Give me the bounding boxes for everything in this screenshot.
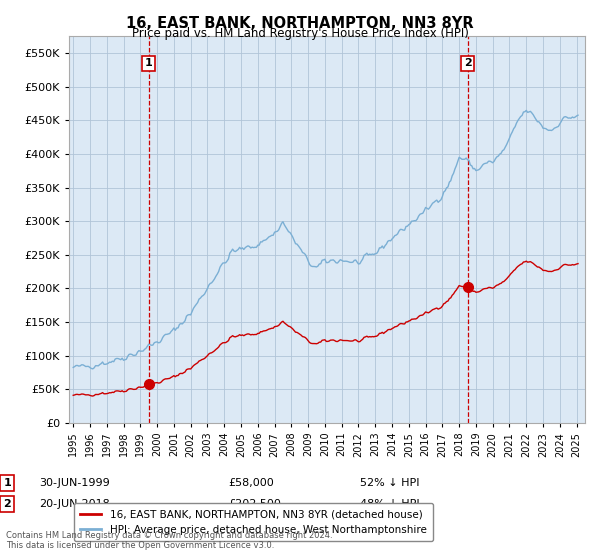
Text: 52% ↓ HPI: 52% ↓ HPI [360,478,419,488]
Text: 16, EAST BANK, NORTHAMPTON, NN3 8YR: 16, EAST BANK, NORTHAMPTON, NN3 8YR [126,16,474,31]
Text: 20-JUN-2018: 20-JUN-2018 [39,499,110,509]
Text: £58,000: £58,000 [228,478,274,488]
Text: Contains HM Land Registry data © Crown copyright and database right 2024.: Contains HM Land Registry data © Crown c… [6,531,332,540]
Text: 48% ↓ HPI: 48% ↓ HPI [360,499,419,509]
Text: £202,500: £202,500 [228,499,281,509]
Text: This data is licensed under the Open Government Licence v3.0.: This data is licensed under the Open Gov… [6,541,274,550]
Text: 30-JUN-1999: 30-JUN-1999 [39,478,110,488]
Text: 2: 2 [464,58,472,68]
Text: 2: 2 [4,499,11,509]
Legend: 16, EAST BANK, NORTHAMPTON, NN3 8YR (detached house), HPI: Average price, detach: 16, EAST BANK, NORTHAMPTON, NN3 8YR (det… [74,503,433,541]
Text: 1: 1 [145,58,152,68]
Text: Price paid vs. HM Land Registry's House Price Index (HPI): Price paid vs. HM Land Registry's House … [131,27,469,40]
Text: 1: 1 [4,478,11,488]
